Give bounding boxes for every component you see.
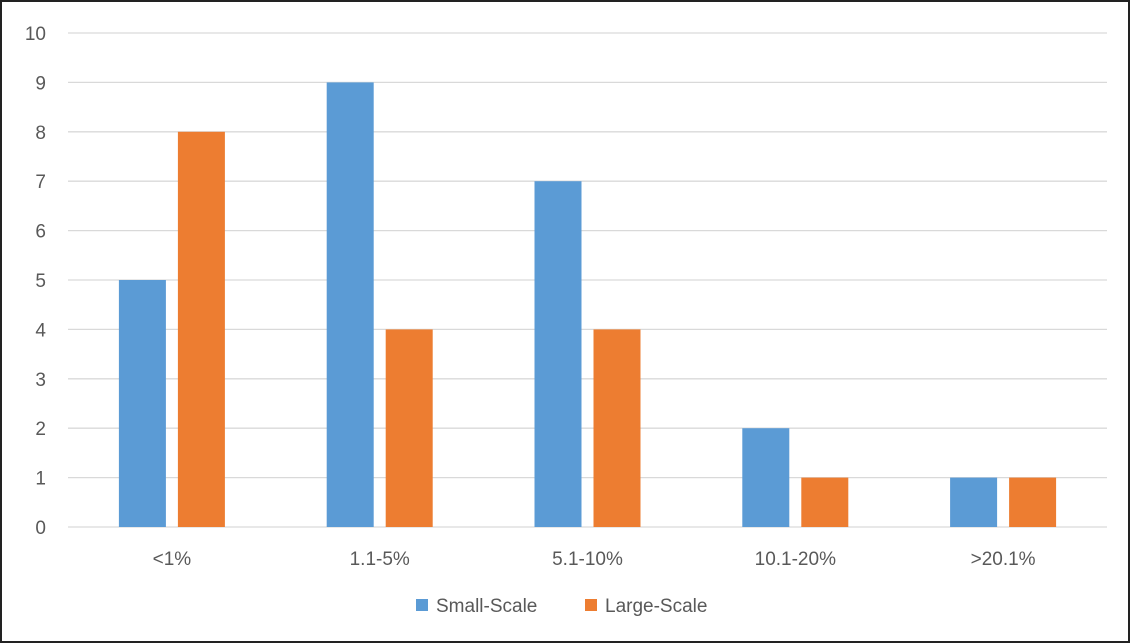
bar-large-scale-4 bbox=[1009, 477, 1057, 527]
y-tick-label: 5 bbox=[35, 271, 46, 292]
y-tick-label: 0 bbox=[35, 518, 46, 539]
y-tick-label: 9 bbox=[35, 73, 46, 94]
x-axis-tick-labels: <1% 1.1-5% 5.1-10% 10.1-20% >20.1% bbox=[153, 549, 1036, 570]
bar-large-scale-0 bbox=[177, 131, 225, 528]
legend: Small-Scale Large-Scale bbox=[416, 596, 707, 617]
legend-swatch bbox=[585, 599, 597, 611]
y-tick-label: 2 bbox=[35, 419, 46, 440]
legend-label: Small-Scale bbox=[436, 596, 537, 617]
y-axis-tick-labels: 0 1 2 3 4 5 6 7 8 9 10 bbox=[25, 24, 47, 539]
bar-small-scale-0 bbox=[118, 280, 166, 527]
legend-label: Large-Scale bbox=[605, 596, 707, 617]
bar-small-scale-1 bbox=[326, 82, 374, 528]
y-tick-label: 1 bbox=[35, 469, 46, 490]
bar-large-scale-2 bbox=[593, 329, 641, 527]
legend-swatch bbox=[416, 599, 428, 611]
x-tick-label: 5.1-10% bbox=[552, 549, 623, 570]
x-tick-label: 10.1-20% bbox=[755, 549, 836, 570]
y-tick-label: 3 bbox=[35, 370, 46, 391]
y-tick-label: 10 bbox=[25, 24, 46, 45]
x-tick-label: >20.1% bbox=[971, 549, 1036, 570]
bar-small-scale-3 bbox=[742, 428, 790, 527]
y-tick-label: 7 bbox=[35, 172, 46, 193]
bars bbox=[118, 82, 1057, 528]
bar-large-scale-3 bbox=[801, 477, 849, 527]
bar-small-scale-2 bbox=[534, 181, 582, 527]
gridlines bbox=[68, 32, 1107, 528]
bar-small-scale-4 bbox=[950, 477, 998, 527]
x-tick-label: 1.1-5% bbox=[350, 549, 410, 570]
y-tick-label: 8 bbox=[35, 123, 46, 144]
y-tick-label: 4 bbox=[35, 320, 46, 341]
y-tick-label: 6 bbox=[35, 222, 46, 243]
x-tick-label: <1% bbox=[153, 549, 192, 570]
bar-large-scale-1 bbox=[385, 329, 433, 527]
